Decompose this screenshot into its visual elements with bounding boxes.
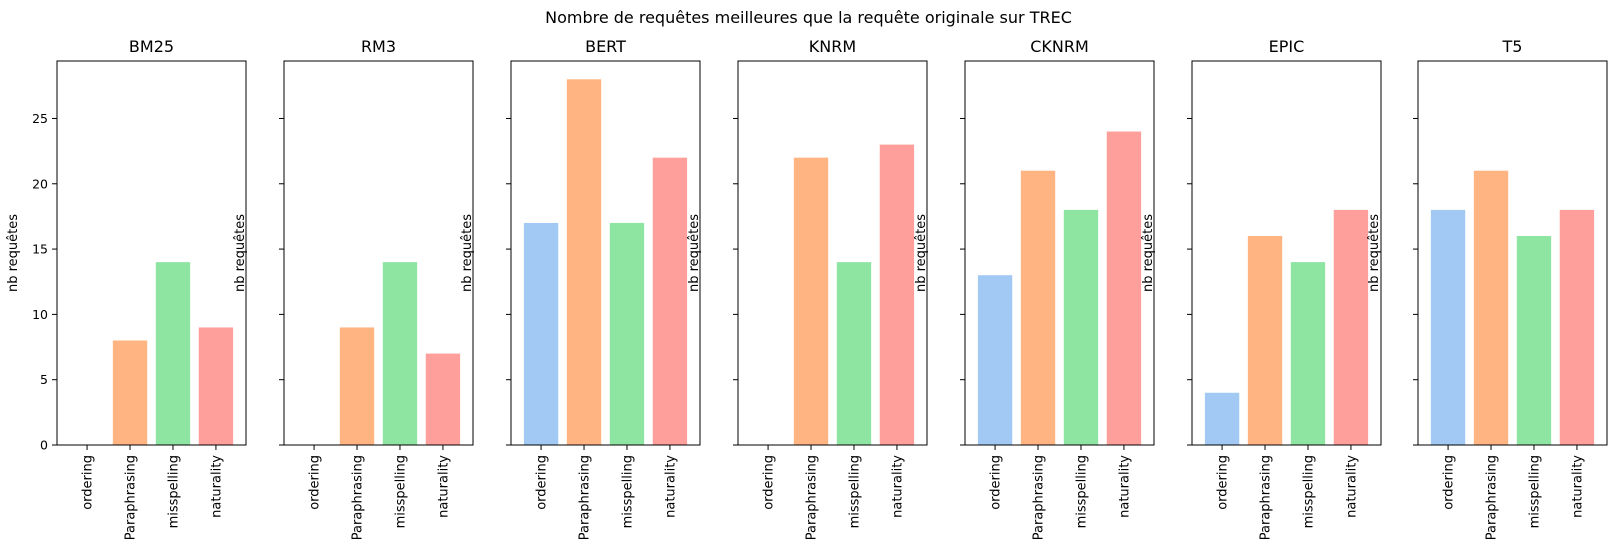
bar-paraphrasing [566,79,602,446]
subplot-title: CKNRM [1030,37,1089,56]
bar-ordering [1430,209,1466,445]
subplot-title: BM25 [129,37,174,56]
bar-paraphrasing [339,327,375,445]
y-axis-label: nb requêtes [1367,214,1382,292]
y-axis-label: nb requêtes [687,214,702,292]
chart-panel-knrm: KNRM nb requêtes ordering Paraphrasing missp… [687,37,928,540]
x-tick-label: naturality [1570,455,1585,518]
x-tick-label: ordering [308,455,323,510]
x-tick-label: ordering [1216,455,1231,510]
chart-panel-rm3: RM3 nb requêtes ordering Paraphrasing misspe… [233,37,474,540]
x-tick-label: naturality [209,455,224,518]
y-axis-label: nb requêtes [6,214,21,292]
bar-ordering [1204,392,1240,445]
y-tick-label: 15 [32,242,48,257]
bar-paraphrasing [1247,236,1283,445]
subplot-title: EPIC [1269,37,1305,56]
x-tick-label: ordering [989,455,1004,510]
y-tick-label: 20 [32,176,48,191]
x-tick-label: Paraphrasing [351,455,366,540]
bar-misspelling [1516,236,1552,445]
x-tick-label: Paraphrasing [1032,455,1047,540]
x-tick-label: Paraphrasing [1485,455,1500,540]
bar-misspelling [836,262,872,445]
y-tick-label: 5 [40,372,48,387]
x-tick-label: ordering [81,455,96,510]
x-tick-label: ordering [535,455,550,510]
y-axis-label: nb requêtes [914,214,929,292]
bar-paraphrasing [1020,170,1056,445]
y-axis-label: nb requêtes [233,214,248,292]
x-tick-label: naturality [1344,455,1359,518]
x-tick-label: misspelling [166,455,181,528]
bar-misspelling [382,262,418,445]
bar-naturality [425,353,461,445]
bar-misspelling [155,262,191,445]
bar-naturality [652,157,688,445]
x-tick-label: misspelling [620,455,635,528]
x-tick-label: ordering [762,455,777,510]
x-tick-label: misspelling [1074,455,1089,528]
bar-paraphrasing [1473,170,1509,445]
y-axis-label: nb requêtes [460,214,475,292]
bar-misspelling [609,222,645,445]
plot-frame [283,60,474,446]
x-tick-label: naturality [1117,455,1132,518]
bar-paraphrasing [112,340,148,445]
plot-frame [737,60,928,446]
bar-naturality [879,144,915,445]
bar-ordering [523,222,559,445]
plot-frame [56,60,247,446]
bar-misspelling [1290,262,1326,445]
x-tick-label: naturality [890,455,905,518]
plot-frame [510,60,701,446]
y-tick-label: 0 [40,438,48,453]
x-tick-label: Paraphrasing [124,455,139,540]
bar-ordering [977,275,1013,445]
bar-naturality [1559,209,1595,445]
chart-panel-t5: T5 nb requêtes ordering Paraphrasing misspel… [1367,37,1608,540]
chart-panel-bm25: BM25 nb requêtes 0 5 10 15 20 25 ordering Paraphr… [6,37,247,540]
subplot-title: KNRM [809,37,856,56]
plot-frame [1191,60,1382,446]
chart-panel-cknrm: CKNRM nb requêtes ordering Paraphrasing miss… [914,37,1155,540]
y-axis-label: nb requêtes [1141,214,1156,292]
x-tick-label: Paraphrasing [805,455,820,540]
subplot-title: BERT [585,37,626,56]
x-tick-label: naturality [663,455,678,518]
bar-paraphrasing [793,157,829,445]
x-tick-label: misspelling [1527,455,1542,528]
y-tick-label: 10 [32,307,48,322]
figure-title: Nombre de requêtes meilleures que la req… [545,8,1072,27]
x-tick-label: misspelling [393,455,408,528]
plot-frame [964,60,1155,446]
x-tick-label: misspelling [1301,455,1316,528]
bar-naturality [198,327,234,445]
subplot-title: RM3 [361,37,396,56]
bar-misspelling [1063,209,1099,445]
plot-frame [1417,60,1608,446]
bar-naturality [1333,209,1369,445]
x-tick-label: Paraphrasing [578,455,593,540]
subplot-title: T5 [1502,37,1523,56]
x-tick-label: naturality [436,455,451,518]
bar-naturality [1106,131,1142,445]
chart-panel-epic: EPIC nb requêtes ordering Paraphrasing missp… [1141,37,1382,540]
y-tick-label: 25 [32,111,48,126]
chart-panel-bert: BERT nb requêtes ordering Paraphrasing missp… [460,37,701,540]
x-tick-label: Paraphrasing [1259,455,1274,540]
x-tick-label: ordering [1442,455,1457,510]
x-tick-label: misspelling [847,455,862,528]
